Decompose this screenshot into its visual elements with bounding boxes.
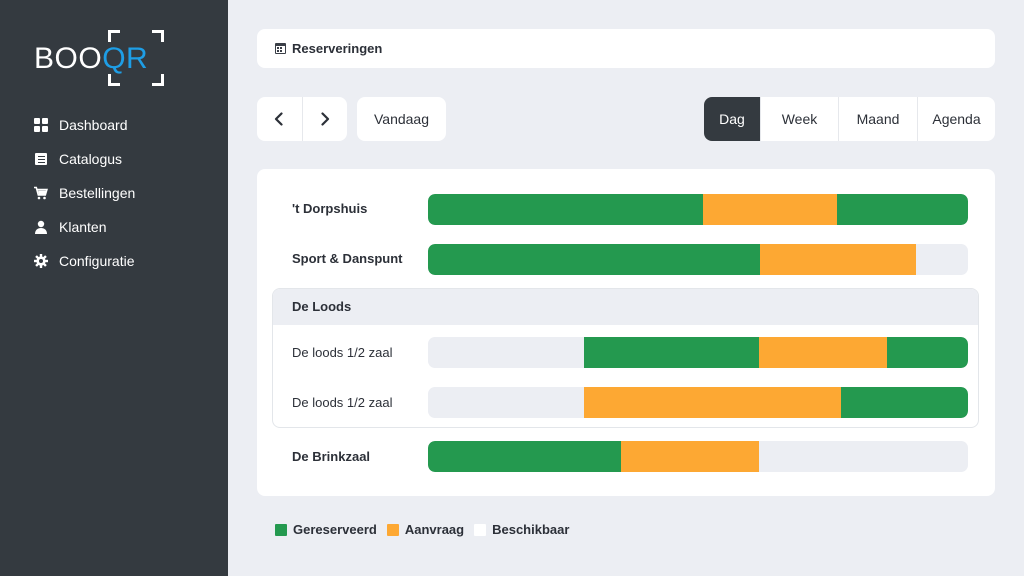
legend-item-available: Beschikbaar	[474, 522, 569, 537]
sidebar-item-catalogus[interactable]: Catalogus	[34, 142, 135, 176]
legend-swatch	[474, 523, 487, 536]
booking-segment-request[interactable]	[703, 194, 837, 225]
sidebar-item-dashboard[interactable]: Dashboard	[34, 108, 135, 142]
sidebar: BOOQR Dashboard Catalogus Bestellingen K…	[0, 0, 228, 576]
previous-button[interactable]	[257, 97, 302, 141]
next-button[interactable]	[301, 97, 348, 141]
legend-swatch	[275, 523, 287, 536]
sidebar-item-label: Catalogus	[59, 151, 123, 167]
resource-label: De Brinkzaal	[292, 449, 371, 464]
view-switcher: Dag Week Maand Agenda	[704, 97, 995, 141]
booking-segment-reserved[interactable]	[887, 337, 968, 368]
logo-corner	[152, 30, 164, 42]
sidebar-item-label: Klanten	[59, 219, 107, 235]
timeline-track[interactable]	[428, 194, 968, 225]
legend-swatch	[386, 523, 399, 536]
sidebar-item-bestellingen[interactable]: Bestellingen	[34, 176, 135, 210]
booking-segment-request[interactable]	[759, 337, 887, 368]
sidebar-item-configuratie[interactable]: Configuratie	[34, 244, 135, 278]
sidebar-nav: Dashboard Catalogus Bestellingen Klanten…	[34, 108, 135, 278]
resource-label: Sport & Danspunt	[292, 251, 403, 266]
booking-segment-reserved[interactable]	[428, 441, 622, 472]
catalog-icon	[34, 152, 48, 166]
booking-segment-request[interactable]	[621, 441, 759, 472]
view-day-button[interactable]: Dag	[704, 97, 760, 141]
booking-segment-request[interactable]	[584, 387, 842, 418]
resource-label: 't Dorpshuis	[292, 201, 368, 216]
booking-segment-reserved[interactable]	[836, 194, 968, 225]
timeline-track[interactable]	[428, 244, 968, 275]
legend-label: Beschikbaar	[492, 522, 570, 537]
legend-item-reserved: Gereserveerd	[275, 522, 377, 537]
logo-corner	[108, 74, 120, 86]
booqr-logo[interactable]: BOOQR	[34, 28, 170, 90]
booking-segment-reserved[interactable]	[428, 194, 704, 225]
legend-label: Aanvraag	[404, 522, 465, 537]
timeline-track[interactable]	[428, 441, 968, 472]
chevron-right-icon	[321, 112, 329, 126]
page-title: Reserveringen	[292, 41, 383, 56]
timeline-track[interactable]	[428, 387, 968, 418]
gear-icon	[34, 254, 48, 268]
chevron-left-icon	[275, 112, 283, 126]
legend: Gereserveerd Aanvraag Beschikbaar	[275, 522, 579, 537]
user-icon	[34, 220, 48, 234]
booking-segment-reserved[interactable]	[428, 244, 760, 275]
calendar-icon	[275, 43, 286, 54]
logo-text: BOOQR	[34, 42, 149, 75]
view-agenda-button[interactable]: Agenda	[917, 97, 995, 141]
sidebar-item-label: Configuratie	[59, 253, 135, 269]
resource-label: De loods 1/2 zaal	[292, 395, 393, 410]
page-header: Reserveringen	[257, 29, 995, 68]
resource-timeline: 't Dorpshuis Sport & Danspunt De Loods D…	[257, 169, 995, 496]
date-navigation	[257, 97, 347, 141]
resource-group-header[interactable]: De Loods	[273, 289, 978, 325]
legend-item-request: Aanvraag	[386, 522, 465, 537]
logo-corner	[152, 74, 164, 86]
timeline-track[interactable]	[428, 337, 968, 368]
legend-label: Gereserveerd	[293, 522, 377, 537]
logo-corner	[108, 30, 120, 42]
booking-segment-reserved[interactable]	[841, 387, 968, 418]
today-button[interactable]: Vandaag	[357, 97, 446, 141]
resource-label: De loods 1/2 zaal	[292, 345, 393, 360]
resource-group: De Loods	[272, 288, 979, 428]
cart-icon	[34, 186, 48, 200]
sidebar-item-label: Bestellingen	[59, 185, 136, 201]
view-month-button[interactable]: Maand	[838, 97, 917, 141]
booking-segment-request[interactable]	[759, 244, 917, 275]
sidebar-item-klanten[interactable]: Klanten	[34, 210, 135, 244]
sidebar-item-label: Dashboard	[59, 117, 128, 133]
booking-segment-reserved[interactable]	[584, 337, 759, 368]
dashboard-icon	[34, 118, 48, 132]
view-week-button[interactable]: Week	[760, 97, 838, 141]
resource-group-title: De Loods	[292, 299, 352, 314]
